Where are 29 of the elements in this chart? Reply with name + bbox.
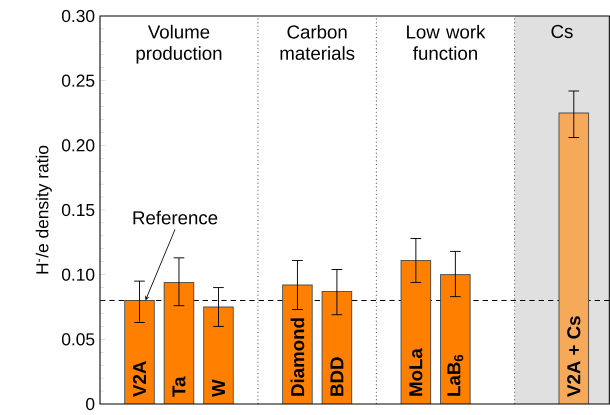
- annotation: Carbon materials: [280, 25, 354, 60]
- y-tick-label: 0.20: [62, 139, 94, 152]
- y-tick-label: 0.15: [62, 204, 94, 216]
- y-tick-label: 0.10: [62, 268, 94, 282]
- annotation: Low work function: [407, 25, 486, 60]
- x-tick-label: V2A + Cs: [567, 316, 580, 398]
- bar: [164, 282, 194, 405]
- bar: [124, 300, 155, 405]
- bar: [440, 274, 471, 405]
- x-tick-label: MoLa: [409, 348, 422, 396]
- x-tick-label: V2A: [132, 361, 146, 398]
- annotation: Reference: [133, 210, 218, 225]
- x-tick-label: LaB$_{6}$: [447, 355, 464, 396]
- bar: [400, 260, 432, 405]
- bar: [322, 291, 352, 405]
- y-tick-label: 0.25: [62, 74, 94, 88]
- bar: [203, 306, 234, 405]
- y-tick-label: 0: [86, 398, 94, 410]
- y-tick-label: 0.30: [62, 10, 94, 22]
- x-tick-label: Ta: [172, 376, 186, 397]
- annotation: Volume production: [136, 25, 222, 64]
- annotation: Cs: [551, 25, 573, 38]
- bar: [558, 112, 590, 405]
- bar: [282, 284, 313, 405]
- y-axis-title: H$^{-}$/e density ratio: [36, 146, 52, 274]
- x-tick-label: Diamond: [290, 318, 304, 396]
- y-tick-label: 0.05: [62, 333, 94, 346]
- x-tick-label: BDD: [330, 358, 344, 396]
- x-tick-label: W: [212, 380, 225, 398]
